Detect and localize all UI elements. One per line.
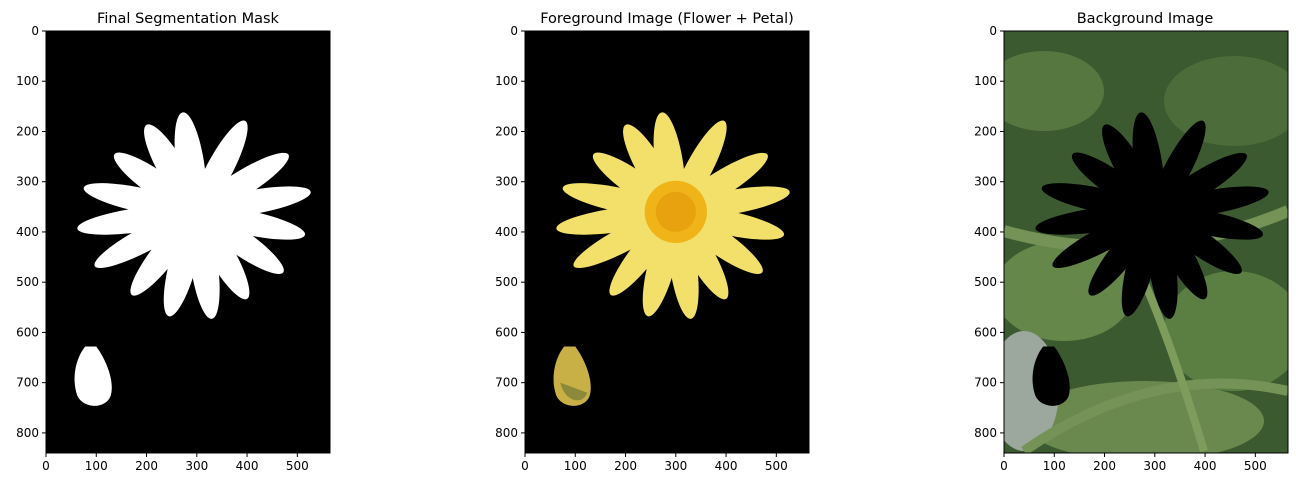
y-tick-label: 500 xyxy=(16,275,39,289)
y-tick-label: 400 xyxy=(495,225,518,239)
y-tick-label: 700 xyxy=(495,376,518,390)
x-tick-label: 0 xyxy=(521,459,529,473)
y-tick-label: 600 xyxy=(16,325,39,339)
x-tick-label: 500 xyxy=(1244,459,1267,473)
y-tick-label: 0 xyxy=(510,24,518,38)
y-tick-label: 400 xyxy=(974,225,997,239)
x-tick-label: 300 xyxy=(664,459,687,473)
panel-2-title: Foreground Image (Flower + Petal) xyxy=(540,11,794,27)
y-tick-label: 300 xyxy=(495,175,518,189)
y-tick-label: 200 xyxy=(495,124,518,138)
mask-image xyxy=(46,31,330,453)
y-tick-label: 700 xyxy=(974,376,997,390)
y-tick-label: 200 xyxy=(974,124,997,138)
y-tick-label: 0 xyxy=(31,24,39,38)
y-tick-label: 300 xyxy=(16,175,39,189)
x-tick-label: 0 xyxy=(1000,459,1008,473)
x-tick-label: 500 xyxy=(286,459,309,473)
panel-foreground: Foreground Image (Flower + Petal) 0 100 20… xyxy=(495,11,809,473)
y-tick-label: 200 xyxy=(16,124,39,138)
x-tick-label: 300 xyxy=(1143,459,1166,473)
x-tick-label: 300 xyxy=(185,459,208,473)
x-tick-label: 200 xyxy=(614,459,637,473)
x-tick-label: 100 xyxy=(85,459,108,473)
panel-1-title: Final Segmentation Mask xyxy=(97,11,279,27)
y-tick-label: 800 xyxy=(16,426,39,440)
y-tick-label: 500 xyxy=(495,275,518,289)
y-tick-label: 400 xyxy=(16,225,39,239)
background-image xyxy=(984,31,1296,461)
x-tick-label: 100 xyxy=(564,459,587,473)
panel-background: Background Image 0 100 200 300 400 500 0 100 200… xyxy=(974,11,1296,473)
y-tick-label: 800 xyxy=(495,426,518,440)
x-tick-label: 400 xyxy=(236,459,259,473)
y-tick-label: 0 xyxy=(989,24,997,38)
y-tick-label: 100 xyxy=(974,74,997,88)
x-tick-label: 100 xyxy=(1043,459,1066,473)
x-tick-label: 400 xyxy=(1194,459,1217,473)
y-tick-label: 300 xyxy=(974,175,997,189)
y-tick-label: 600 xyxy=(495,325,518,339)
x-tick-label: 200 xyxy=(135,459,158,473)
y-tick-label: 100 xyxy=(495,74,518,88)
panel-3-title: Background Image xyxy=(1077,11,1214,27)
y-tick-label: 100 xyxy=(16,74,39,88)
x-tick-label: 0 xyxy=(42,459,50,473)
x-tick-label: 400 xyxy=(715,459,738,473)
y-tick-label: 700 xyxy=(16,376,39,390)
x-tick-label: 500 xyxy=(765,459,788,473)
foreground-image xyxy=(525,31,809,453)
panel-mask: Final Segmentation Mask 0 100 200 300 400 500… xyxy=(16,11,330,473)
y-tick-label: 600 xyxy=(974,325,997,339)
y-tick-label: 800 xyxy=(974,426,997,440)
x-tick-label: 200 xyxy=(1093,459,1116,473)
y-tick-label: 500 xyxy=(974,275,997,289)
